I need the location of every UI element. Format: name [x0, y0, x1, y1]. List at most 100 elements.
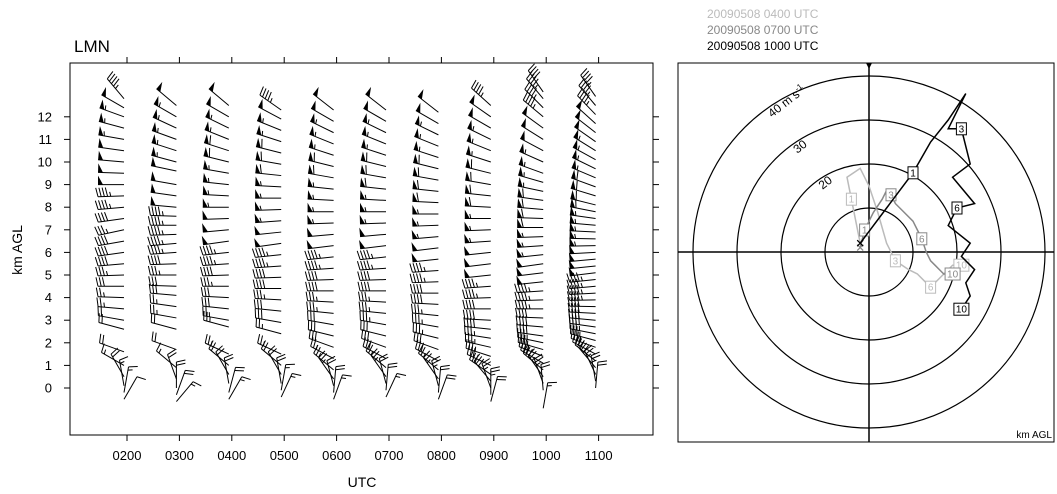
barb-flag — [465, 289, 469, 299]
barb-staff — [517, 299, 544, 302]
barb-staff — [468, 114, 492, 129]
wind-barb — [465, 145, 491, 163]
wind-barb — [356, 260, 387, 271]
height-marker: 6 — [925, 280, 937, 294]
barb-staff — [202, 194, 229, 197]
wind-barb — [520, 130, 544, 152]
barb-pennant — [576, 99, 583, 110]
wind-barb — [469, 94, 492, 118]
barb-staff — [255, 208, 282, 211]
barb-staff — [98, 120, 125, 129]
barb-flag — [523, 334, 526, 345]
barb-staff — [524, 89, 544, 109]
barb-half-flag — [368, 307, 371, 312]
barb-flag — [258, 258, 263, 268]
barb-pennant — [521, 117, 526, 129]
barb-half-flag — [318, 253, 321, 259]
wind-barb — [516, 275, 544, 285]
barb-flag — [309, 301, 312, 312]
barb-flag — [517, 299, 521, 310]
barb-half-flag — [103, 302, 105, 308]
barb-pennant — [414, 128, 419, 139]
barb-staff — [228, 367, 237, 393]
barb-flag — [305, 281, 309, 291]
barb-flag — [258, 247, 263, 257]
barb-staff — [255, 317, 282, 323]
barb-half-flag — [419, 121, 422, 127]
barb-staff — [527, 70, 544, 93]
wind-barb — [464, 268, 491, 279]
barb-flag — [308, 329, 311, 339]
barb-half-flag — [528, 287, 531, 292]
wind-barb — [97, 306, 125, 321]
height-marker-box — [916, 232, 928, 246]
barb-flag — [567, 302, 571, 313]
height-marker-label: 3 — [959, 124, 965, 135]
barb-staff — [469, 101, 492, 118]
barb-flag — [575, 180, 578, 191]
height-marker-box — [944, 267, 961, 281]
wind-barb — [526, 71, 544, 100]
barb-flag — [531, 68, 539, 77]
wind-barb — [409, 262, 439, 273]
barb-pennant — [568, 252, 575, 262]
barb-pennant — [99, 99, 105, 110]
barb-flag — [416, 283, 420, 294]
barb-flag — [418, 262, 423, 272]
wind-barb — [516, 228, 544, 238]
height-marker: 1 — [859, 223, 871, 237]
wind-barb — [203, 134, 229, 152]
barb-flag — [262, 88, 267, 98]
barb-pennant — [568, 266, 575, 276]
barb-staff — [205, 342, 230, 355]
barb-half-flag — [209, 127, 212, 132]
barb-half-flag — [158, 348, 162, 354]
wind-barb — [200, 287, 229, 299]
barb-staff — [415, 348, 439, 362]
barb-half-flag — [207, 177, 210, 183]
wind-barb — [357, 281, 386, 292]
barb-staff — [572, 156, 596, 170]
barb-flag — [312, 302, 315, 312]
wind-barb — [573, 129, 596, 152]
wind-barb — [358, 291, 387, 303]
barb-flag — [358, 291, 361, 301]
barb-staff — [360, 329, 387, 337]
legend-entry: 20090508 1000 UTC — [707, 39, 819, 53]
wind-barb — [569, 229, 596, 240]
barb-pennant — [468, 107, 473, 118]
barb-flag — [541, 364, 551, 369]
wind-barb — [517, 177, 544, 192]
barb-pennant — [572, 149, 577, 160]
wind-barb — [202, 223, 229, 233]
wind-barb — [95, 187, 125, 198]
wind-barb — [150, 195, 177, 208]
barb-flag — [209, 266, 213, 276]
wind-barb — [542, 381, 557, 409]
barb-pennant — [466, 145, 471, 156]
barb-flag — [108, 73, 116, 82]
barb-flag — [432, 359, 441, 365]
height-marker-box — [889, 254, 901, 268]
barb-staff — [150, 179, 177, 186]
barb-flag — [152, 294, 155, 304]
y-tick-label: 3 — [45, 313, 52, 328]
barb-staff — [465, 340, 491, 348]
barb-flag — [314, 281, 318, 291]
barb-flag — [388, 362, 398, 365]
barb-flag — [576, 170, 579, 181]
barb-pennant — [572, 139, 578, 150]
barb-half-flag — [315, 296, 318, 302]
barb-staff — [578, 85, 596, 106]
barb-staff — [308, 146, 334, 156]
barb-flag — [356, 250, 361, 260]
height-marker: 3 — [955, 122, 967, 136]
barb-pennant — [151, 146, 157, 157]
barb-pennant — [415, 115, 420, 126]
barb-pennant — [517, 177, 523, 188]
barb-pennant — [256, 125, 262, 136]
barb-pennant — [150, 195, 156, 206]
barb-pennant — [464, 184, 470, 194]
barb-flag — [154, 216, 158, 226]
barb-flag — [204, 297, 207, 307]
